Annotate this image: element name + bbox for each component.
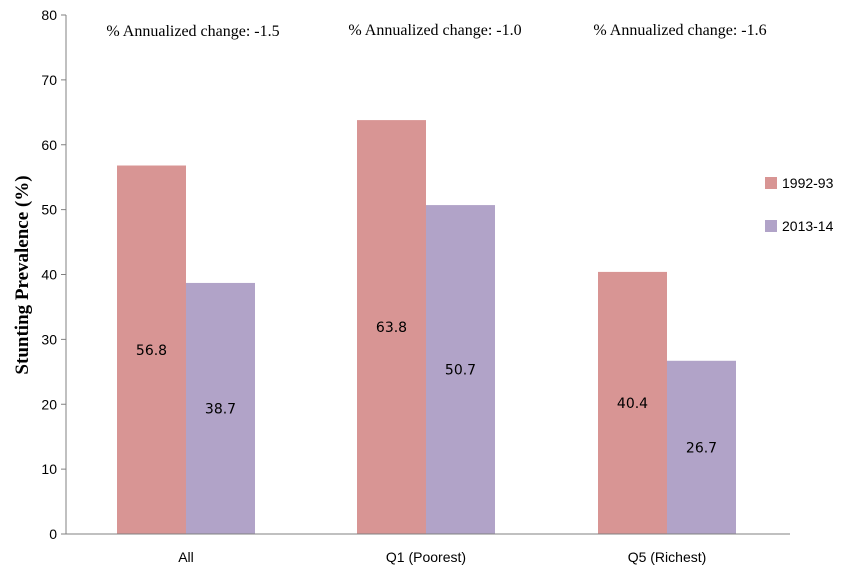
y-tick-label: 70 — [41, 72, 57, 88]
data-label: 56.8 — [136, 343, 167, 359]
bars — [117, 120, 736, 535]
y-tick-label: 10 — [41, 461, 57, 477]
x-category-label: Q5 (Richest) — [628, 549, 707, 565]
bar-1992-93-1 — [357, 120, 426, 534]
data-label: 38.7 — [205, 401, 236, 417]
data-labels: 56.8 63.8 40.4 38.7 50.7 26.7 — [136, 320, 717, 456]
annotation-all: % Annualized change: -1.5 — [106, 23, 279, 40]
bar-2013-14-0 — [186, 282, 255, 534]
bar-1992-93-2 — [598, 271, 667, 534]
y-tick-label: 0 — [49, 526, 57, 542]
annotations: % Annualized change: -1.5 % Annualized c… — [106, 22, 766, 40]
legend: 1992-93 2013-14 — [765, 175, 834, 234]
y-axis-title: Stunting Prevalence (%) — [12, 175, 33, 374]
axes — [65, 15, 790, 535]
data-label: 40.4 — [617, 396, 648, 412]
annotation-q5: % Annualized change: -1.6 — [593, 22, 766, 39]
x-category-label: All — [178, 549, 194, 565]
x-axis-categories: All Q1 (Poorest) Q5 (Richest) — [178, 549, 706, 565]
y-tick-label: 20 — [41, 396, 57, 412]
y-axis-ticks: 0 10 20 30 40 50 60 70 80 — [41, 7, 66, 542]
legend-swatch-2013-14 — [765, 220, 777, 232]
y-tick-label: 30 — [41, 331, 57, 347]
y-tick-label: 50 — [41, 202, 57, 218]
legend-label-2013-14: 2013-14 — [782, 218, 834, 234]
data-label: 50.7 — [445, 363, 476, 379]
x-category-label: Q1 (Poorest) — [386, 549, 466, 565]
bar-2013-14-1 — [426, 205, 495, 535]
bar-1992-93-0 — [117, 165, 186, 534]
legend-swatch-1992-93 — [765, 177, 777, 189]
data-label: 63.8 — [376, 320, 407, 336]
y-tick-label: 80 — [41, 7, 57, 23]
bar-2013-14-2 — [667, 360, 736, 534]
data-label: 26.7 — [686, 440, 717, 456]
y-tick-label: 60 — [41, 137, 57, 153]
legend-label-1992-93: 1992-93 — [782, 175, 834, 191]
annotation-q1: % Annualized change: -1.0 — [348, 22, 521, 39]
y-tick-label: 40 — [41, 267, 57, 283]
